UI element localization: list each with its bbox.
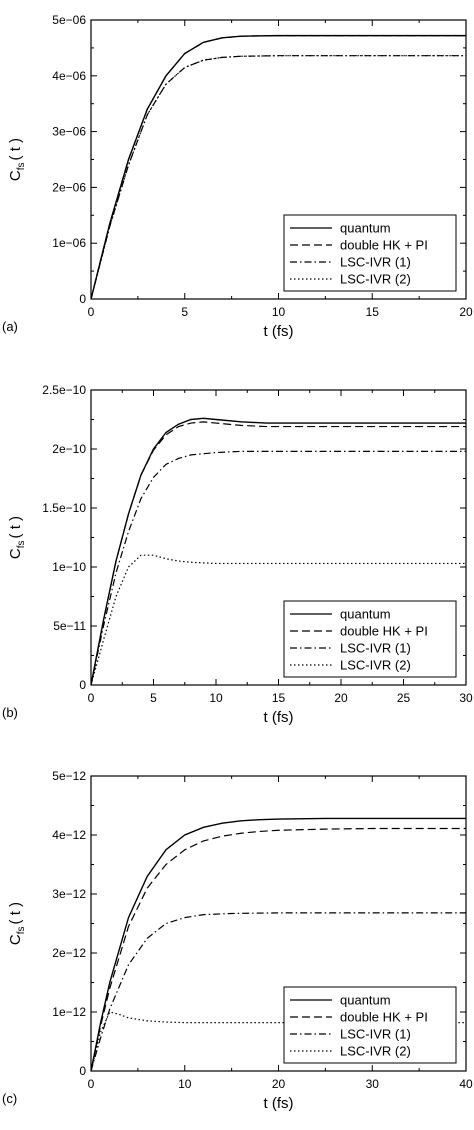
y-axis-label: Cfs( t ) [7, 516, 27, 559]
legend-entry: quantum [340, 993, 391, 1008]
legend-entry: double HK + PI [340, 1010, 428, 1025]
x-tick-label: 0 [88, 691, 95, 705]
series-line-1 [91, 827, 466, 1071]
x-tick-label: 10 [272, 305, 286, 319]
series-line-2 [91, 450, 466, 685]
x-tick-label: 20 [459, 305, 473, 319]
y-tick-label: 3e−12 [52, 887, 86, 901]
series-line-3 [91, 1011, 466, 1071]
legend-entry: LSC-IVR (1) [340, 641, 411, 656]
x-tick-label: 25 [397, 691, 411, 705]
series-group [91, 817, 466, 1071]
legend-entry: quantum [340, 221, 391, 236]
y-tick-label: 2e−10 [52, 442, 86, 456]
x-axis-label: t (fs) [264, 709, 294, 726]
series-line-3 [91, 554, 466, 685]
x-tick-label: 15 [272, 691, 286, 705]
y-tick-label: 1e−10 [52, 560, 86, 574]
x-tick-label: 20 [334, 691, 348, 705]
x-tick-label: 0 [88, 305, 95, 319]
x-tick-label: 5 [181, 305, 188, 319]
legend-entry: LSC-IVR (2) [340, 272, 411, 287]
series-group [91, 34, 466, 299]
panel-label: (b) [2, 705, 18, 720]
y-tick-label: 5e−11 [53, 619, 86, 633]
x-tick-label: 20 [272, 1077, 286, 1091]
y-tick-label: 1e−12 [52, 1005, 86, 1019]
legend-entry: quantum [340, 607, 391, 622]
y-tick-label: 2e−06 [52, 180, 86, 194]
y-tick-label: 1e−06 [52, 236, 86, 250]
y-tick-label: 5e−06 [52, 13, 86, 27]
series-line-2 [91, 912, 466, 1071]
x-tick-label: 40 [459, 1077, 473, 1091]
legend-entry: LSC-IVR (1) [340, 255, 411, 270]
y-tick-label: 0 [79, 292, 86, 306]
legend-entry: double HK + PI [340, 238, 428, 253]
chart-panel-0: 0 5 10 15 20 0 1e−06 2e−06 3e−06 4e−06 5e−06 t (fs)… [2, 13, 473, 340]
y-axis-label: Cfs( t ) [7, 902, 27, 945]
y-tick-label: 5e−12 [52, 769, 86, 783]
y-axis-label: Cfs( t ) [7, 138, 27, 181]
x-tick-label: 30 [366, 1077, 380, 1091]
chart-panel-1: 0 5 10 15 20 25 30 0 5e−11 1e−10 1.5e−10 2e−10 2.5e−… [2, 383, 473, 726]
y-tick-label: 1.5e−10 [42, 501, 86, 515]
x-tick-label: 30 [459, 691, 473, 705]
series-line-1 [91, 421, 466, 685]
y-tick-label: 2.5e−10 [42, 383, 86, 397]
y-tick-label: 4e−06 [52, 69, 86, 83]
x-tick-label: 0 [88, 1077, 95, 1091]
series-line-0 [91, 817, 466, 1071]
chart-panel-2: 0 10 20 30 40 0 1e−12 2e−12 3e−12 4e−12 5e−12 t (fs… [2, 769, 473, 1112]
x-axis-label: t (fs) [264, 1095, 294, 1112]
x-axis-label: t (fs) [264, 323, 294, 340]
panel-label: (a) [2, 319, 18, 334]
y-tick-label: 0 [79, 1064, 86, 1078]
y-tick-label: 3e−06 [52, 125, 86, 139]
panel-label: (c) [2, 1091, 17, 1106]
y-tick-label: 4e−12 [52, 828, 86, 842]
legend-entry: double HK + PI [340, 624, 428, 639]
legend-entry: LSC-IVR (2) [340, 1044, 411, 1059]
legend-entry: LSC-IVR (2) [340, 658, 411, 673]
y-tick-label: 2e−12 [52, 946, 86, 960]
x-tick-label: 10 [178, 1077, 192, 1091]
y-tick-label: 0 [79, 678, 86, 692]
series-line-1 [91, 35, 466, 299]
x-tick-label: 15 [366, 305, 380, 319]
series-group [91, 417, 466, 685]
x-tick-label: 5 [150, 691, 157, 705]
x-tick-label: 10 [209, 691, 223, 705]
legend-entry: LSC-IVR (1) [340, 1027, 411, 1042]
